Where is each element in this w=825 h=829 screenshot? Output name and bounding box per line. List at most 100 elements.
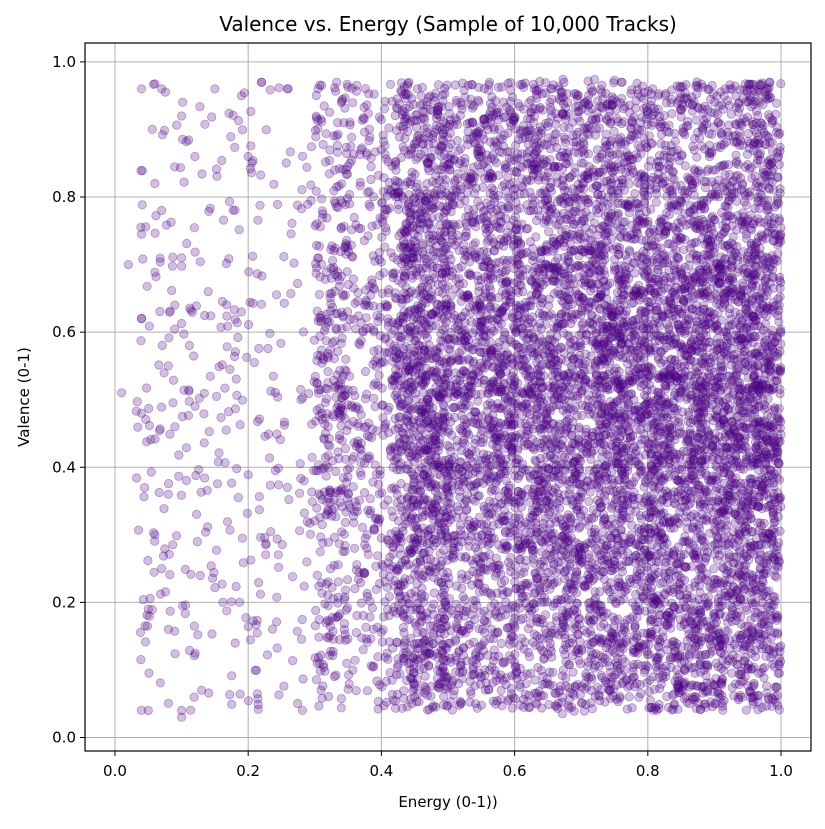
- data-point: [224, 408, 232, 416]
- data-point: [232, 582, 240, 590]
- data-point: [362, 623, 370, 631]
- data-point: [243, 509, 251, 517]
- data-point: [299, 328, 307, 336]
- data-point: [228, 479, 236, 487]
- data-point: [451, 81, 459, 89]
- data-point: [584, 514, 592, 522]
- data-point: [274, 563, 282, 571]
- data-point: [247, 142, 255, 150]
- data-point: [274, 393, 282, 401]
- data-point: [171, 627, 179, 635]
- data-point: [191, 152, 199, 160]
- data-point: [350, 544, 358, 552]
- data-point: [255, 506, 263, 514]
- data-point: [527, 669, 535, 677]
- data-point: [578, 321, 586, 329]
- data-point: [262, 126, 270, 134]
- data-point: [573, 568, 581, 576]
- data-point: [298, 186, 306, 194]
- data-point: [361, 541, 369, 549]
- data-point: [356, 468, 364, 476]
- data-point: [194, 631, 202, 639]
- data-point: [297, 635, 305, 643]
- data-point: [157, 403, 165, 411]
- data-point: [217, 413, 225, 421]
- data-point: [421, 274, 429, 282]
- data-point: [616, 692, 624, 700]
- data-point: [204, 287, 212, 295]
- data-point: [145, 322, 153, 330]
- data-point: [117, 389, 125, 397]
- data-point: [366, 495, 374, 503]
- data-point: [375, 113, 383, 121]
- data-point: [155, 361, 163, 369]
- data-point: [138, 167, 146, 175]
- data-point: [177, 319, 185, 327]
- data-point: [151, 179, 159, 187]
- data-point: [230, 306, 238, 314]
- data-point: [218, 156, 226, 164]
- data-point: [215, 363, 223, 371]
- data-point: [576, 522, 584, 530]
- data-point: [181, 609, 189, 617]
- data-point: [235, 598, 243, 606]
- data-point: [171, 163, 179, 171]
- data-point: [300, 582, 308, 590]
- data-point: [225, 197, 233, 205]
- data-point: [388, 676, 396, 684]
- data-point: [313, 571, 321, 579]
- data-point: [193, 537, 201, 545]
- data-point: [537, 666, 545, 674]
- data-point: [367, 162, 375, 170]
- data-point: [145, 669, 153, 677]
- data-point: [137, 85, 145, 93]
- data-point: [345, 190, 353, 198]
- data-point: [308, 453, 316, 461]
- data-point: [324, 367, 332, 375]
- data-point: [386, 80, 394, 88]
- data-point: [381, 97, 389, 105]
- data-point: [236, 690, 244, 698]
- data-point: [192, 510, 200, 518]
- data-point: [507, 554, 515, 562]
- data-point: [177, 706, 185, 714]
- data-point: [312, 606, 320, 614]
- data-point: [486, 302, 494, 310]
- data-point: [124, 260, 132, 268]
- data-point: [300, 509, 308, 517]
- data-point: [463, 505, 471, 513]
- data-point: [257, 300, 265, 308]
- data-point: [589, 506, 597, 514]
- data-point: [256, 201, 264, 209]
- data-point: [283, 483, 291, 491]
- data-point: [218, 297, 226, 305]
- data-point: [610, 127, 618, 135]
- data-point: [285, 495, 293, 503]
- data-point: [132, 474, 140, 482]
- data-point: [244, 697, 252, 705]
- data-point: [196, 103, 204, 111]
- data-point: [293, 279, 301, 287]
- data-point: [141, 638, 149, 646]
- data-point: [665, 210, 673, 218]
- data-point: [349, 275, 357, 283]
- data-point: [623, 705, 631, 713]
- data-point: [137, 314, 145, 322]
- data-point: [350, 284, 358, 292]
- data-point: [316, 548, 324, 556]
- data-point: [719, 706, 727, 714]
- data-point: [354, 419, 362, 427]
- data-point: [240, 89, 248, 97]
- data-point: [226, 365, 234, 373]
- data-point: [244, 471, 252, 479]
- data-point: [273, 593, 281, 601]
- data-point: [145, 404, 153, 412]
- data-point: [254, 578, 262, 586]
- data-point: [297, 385, 305, 393]
- data-point: [232, 375, 240, 383]
- data-point: [283, 85, 291, 93]
- data-point: [322, 395, 330, 403]
- data-point: [393, 638, 401, 646]
- data-point: [228, 700, 236, 708]
